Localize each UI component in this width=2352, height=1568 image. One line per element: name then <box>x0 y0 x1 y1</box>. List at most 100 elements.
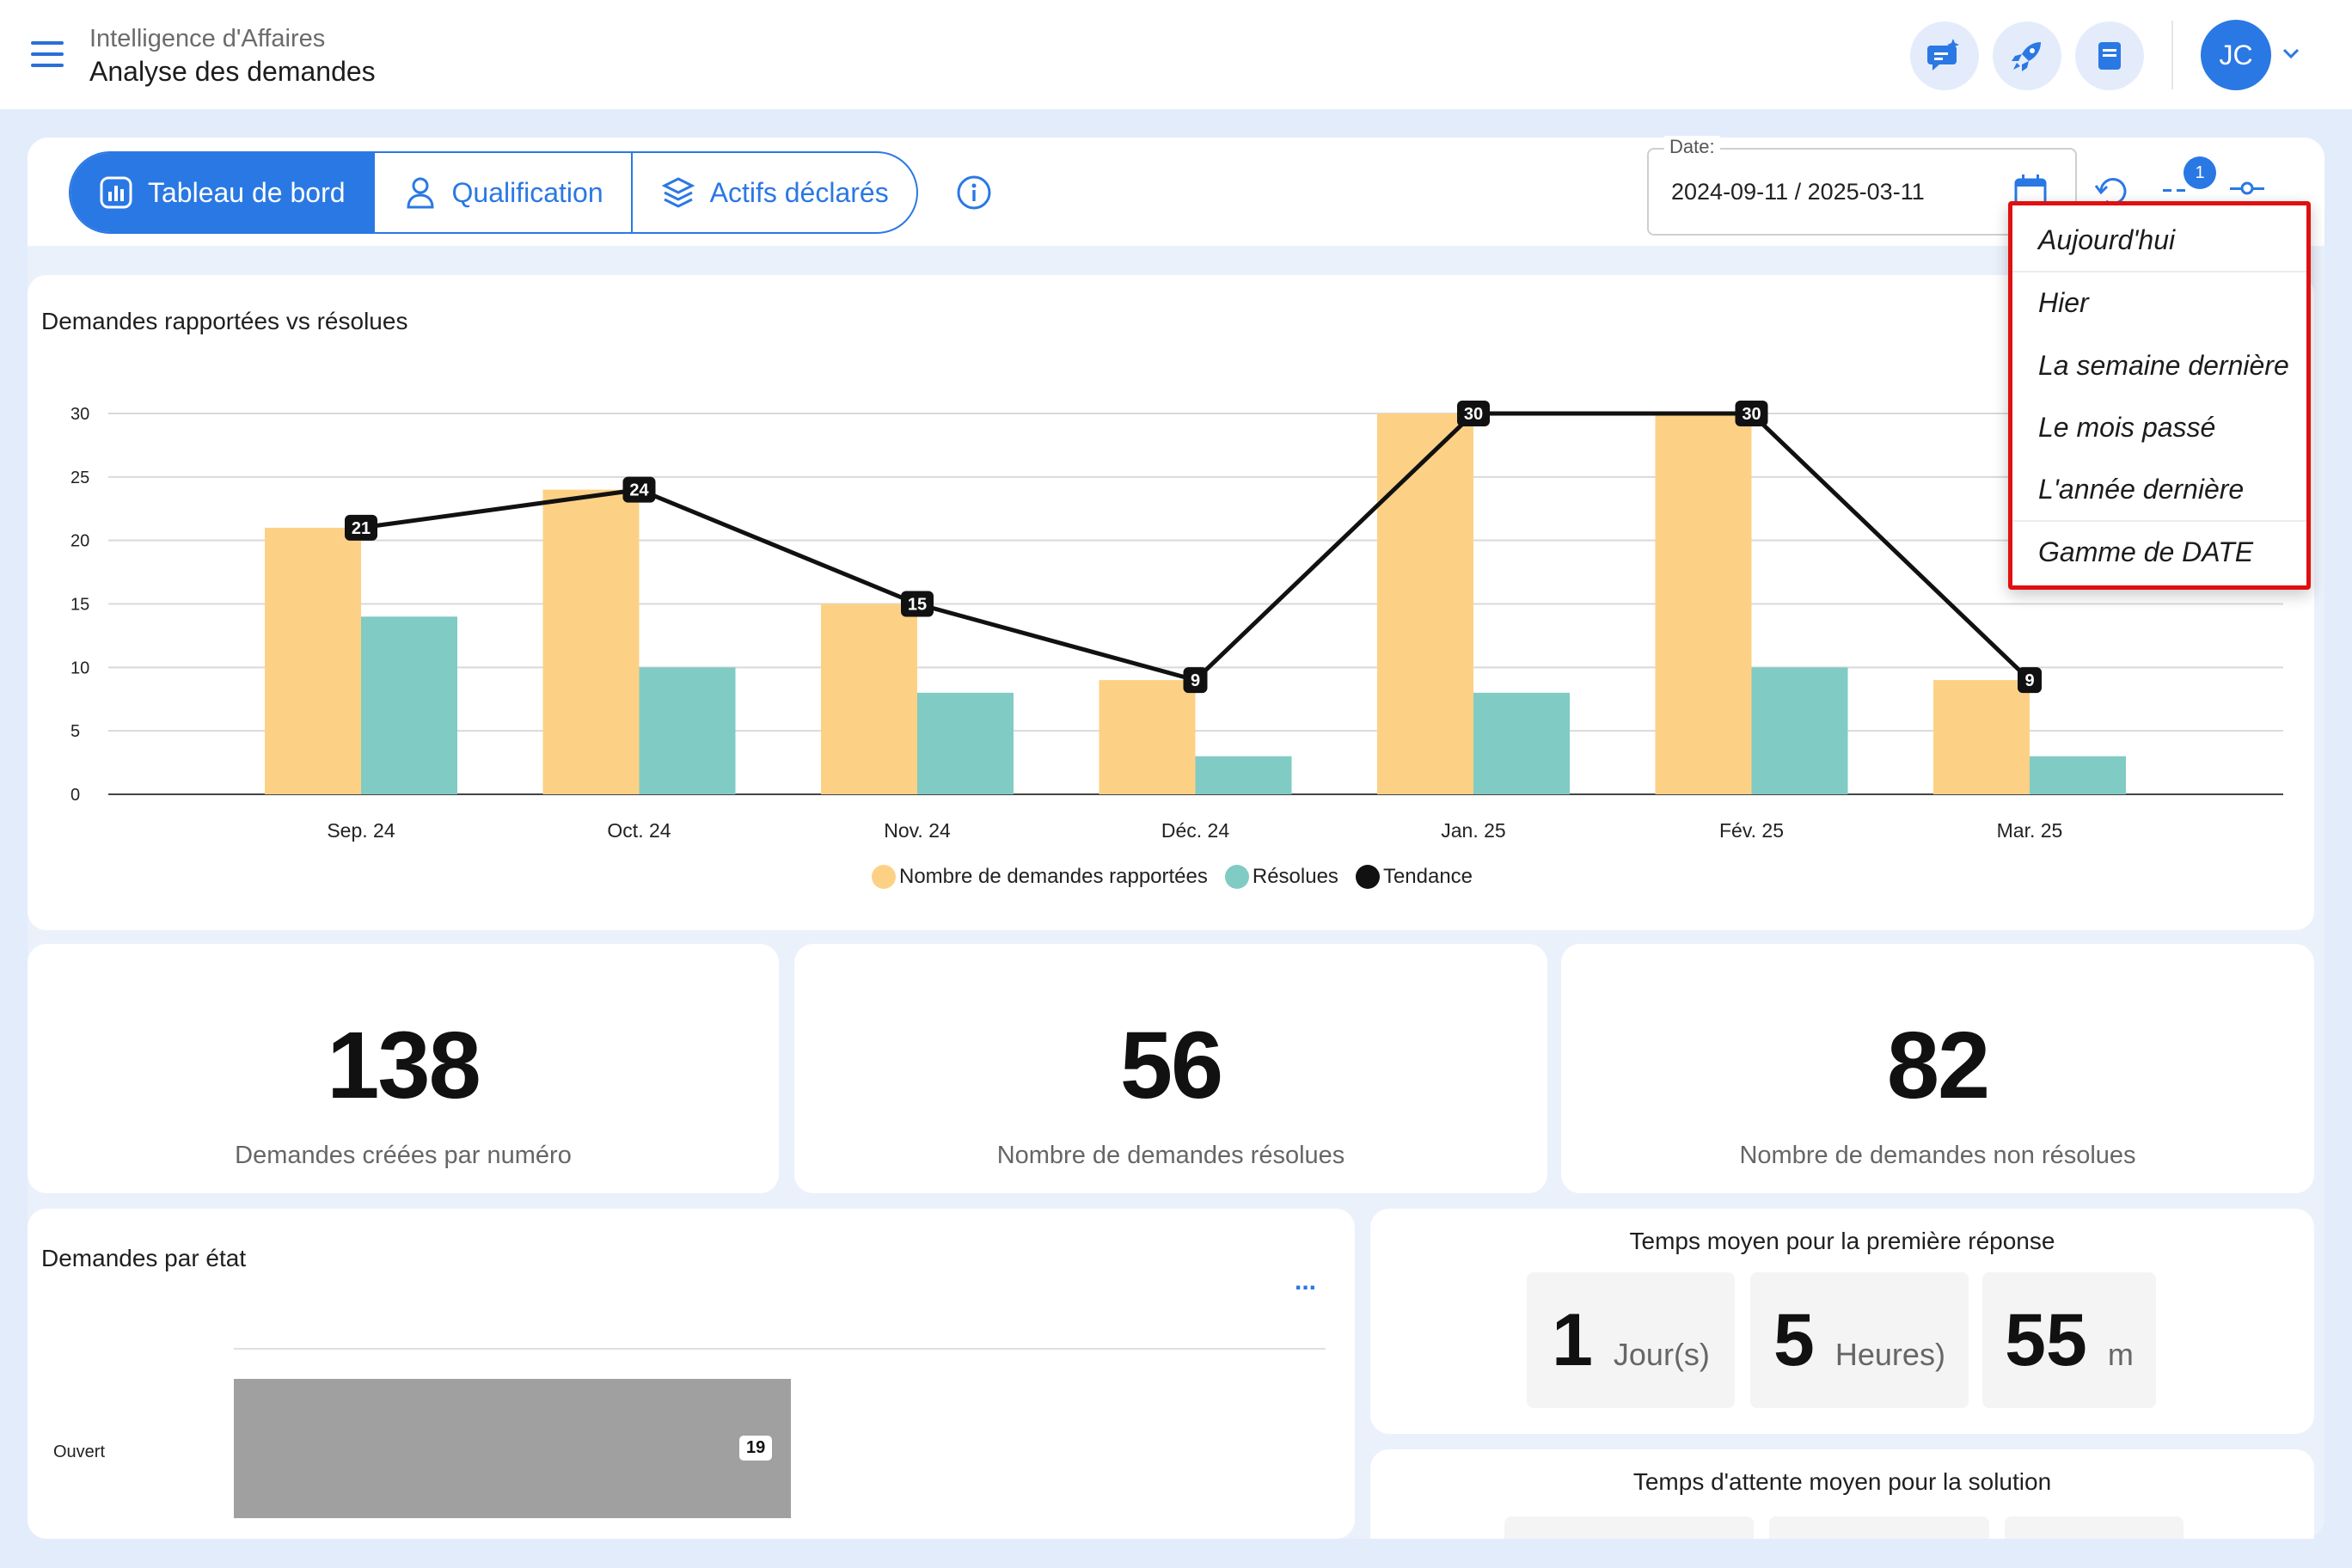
trend-data-label: 9 <box>2024 671 2034 690</box>
bar-reported <box>821 603 917 794</box>
kpi-value: 82 <box>1886 1013 1990 1118</box>
menu-item-last-week[interactable]: La semaine dernière <box>2038 350 2289 381</box>
tab-dashboard[interactable]: Tableau de bord <box>70 153 375 232</box>
y-tick-label: 15 <box>70 596 89 615</box>
trend-data-label: 9 <box>1191 671 1200 690</box>
avatar[interactable]: JC <box>2201 20 2271 90</box>
top-bar: Intelligence d'Affaires Analyse des dema… <box>0 0 2352 109</box>
date-range-field[interactable] <box>1647 148 2077 236</box>
app-subtitle: Intelligence d'Affaires <box>89 25 326 52</box>
hours-value: 5 <box>1773 1299 1815 1381</box>
menu-item-date-range[interactable]: Gamme de DATE <box>2038 536 2254 567</box>
trend-point <box>901 591 934 617</box>
menu-icon[interactable] <box>31 41 64 67</box>
reported-vs-resolved-card: Demandes rapportées vs résolues <box>28 275 2314 930</box>
legend-item-trend[interactable]: Tendance <box>1355 865 1473 889</box>
x-tick-label: Mar. 25 <box>1997 819 2063 842</box>
y-tick-label: 5 <box>70 722 80 741</box>
x-tick-label: Fév. 25 <box>1719 819 1784 842</box>
solution-wait-card: Temps d'attente moyen pour la solution <box>1370 1449 2314 1539</box>
x-tick-label: Nov. 24 <box>884 819 951 842</box>
days-value: 1 <box>1552 1299 1593 1381</box>
trend-data-label: 30 <box>1464 405 1483 424</box>
hours-unit: Heures) <box>1834 1337 1945 1372</box>
bar-reported <box>542 489 640 794</box>
reported-vs-resolved-chart: 0 5 10 15 20 25 30 Sep. 24 Oct. 24 Nov. 24 Déc. 24… <box>70 401 2283 842</box>
more-options-icon[interactable]: ... <box>1295 1267 1317 1295</box>
bar-resolved <box>917 692 1014 794</box>
slider-settings-icon[interactable] <box>2228 170 2268 205</box>
filter-count-badge: 1 <box>2184 156 2216 189</box>
kpi-label: Demandes créées par numéro <box>235 1142 572 1169</box>
legend-swatch-resolved <box>1224 865 1249 889</box>
kpi-value: 56 <box>1119 1013 1223 1118</box>
legend-item-reported[interactable]: Nombre de demandes rapportées <box>872 865 1208 889</box>
bar-resolved <box>1751 667 1848 794</box>
kpi-label: Nombre de demandes non résolues <box>1739 1142 2136 1169</box>
trend-point <box>2018 667 2042 694</box>
kpi-label: Nombre de demandes résolues <box>996 1142 1345 1169</box>
y-tick-label: 25 <box>70 469 89 487</box>
chat-sparkle-icon <box>1927 39 1959 70</box>
minutes-box: 55 m <box>1982 1272 2156 1408</box>
bar-reported <box>1099 680 1196 794</box>
bar-resolved <box>1195 756 1292 794</box>
info-icon[interactable] <box>956 175 992 211</box>
days-unit: Jour(s) <box>1613 1337 1710 1372</box>
kpi-card-unresolved: 82 Nombre de demandes non résolues <box>1561 944 2314 1193</box>
bar-resolved <box>1473 692 1570 794</box>
y-tick-label: 30 <box>70 405 89 424</box>
first-response-title: Temps moyen pour la première réponse <box>1629 1228 2055 1254</box>
y-tick-label: 10 <box>70 658 89 677</box>
x-tick-label: Déc. 24 <box>1161 819 1229 842</box>
date-preset-menu: Aujourd'hui Hier La semaine dernière Le … <box>2008 201 2311 590</box>
chevron-down-icon[interactable] <box>2282 46 2300 60</box>
solution-minutes-box <box>2005 1516 2184 1539</box>
filter-icon[interactable] <box>2161 170 2204 205</box>
kpi-card-resolved: 56 Nombre de demandes résolues <box>794 944 1547 1193</box>
solution-wait-title: Temps d'attente moyen pour la solution <box>1632 1468 2052 1495</box>
layers-icon <box>661 177 695 208</box>
kpi-value: 138 <box>327 1013 481 1118</box>
requests-by-state-card: Demandes par état ... Ouvert 19 <box>28 1209 1355 1539</box>
menu-item-today[interactable]: Aujourd'hui <box>2038 224 2176 255</box>
bar-resolved <box>639 667 736 794</box>
page-title: Analyse des demandes <box>89 56 376 87</box>
user-icon <box>407 177 434 209</box>
trend-data-label: 30 <box>1742 405 1761 424</box>
legend-item-resolved[interactable]: Résolues <box>1224 865 1338 889</box>
state-chart-title: Demandes par état <box>41 1245 247 1271</box>
rocket-button[interactable] <box>1993 21 2061 90</box>
chat-sparkle-button[interactable] <box>1910 21 1979 90</box>
state-bar-open[interactable] <box>234 1379 791 1518</box>
trend-point <box>345 514 377 541</box>
y-tick-label: 0 <box>70 786 80 805</box>
chart-legend: Nombre de demandes rapportées Résolues T… <box>872 865 1490 889</box>
minutes-unit: m <box>2107 1337 2134 1372</box>
chart-title: Demandes rapportées vs résolues <box>41 308 408 334</box>
x-tick-label: Jan. 25 <box>1441 819 1505 842</box>
rocket-icon <box>2012 42 2041 71</box>
legend-label-reported: Nombre de demandes rapportées <box>899 865 1208 888</box>
tab-declared-assets[interactable]: Actifs déclarés <box>633 153 916 232</box>
date-field-label: Date: <box>1664 136 1720 158</box>
tab-dashboard-label: Tableau de bord <box>148 176 346 208</box>
document-icon <box>2098 42 2121 70</box>
notes-button[interactable] <box>2075 21 2144 90</box>
x-tick-label: Sep. 24 <box>327 819 395 842</box>
date-range-value: 2024-09-11 / 2025-03-11 <box>1671 179 1925 205</box>
menu-divider <box>2012 271 2306 273</box>
state-chart-gridline <box>234 1348 1326 1350</box>
bar-resolved <box>361 616 457 794</box>
bar-reported <box>265 527 361 794</box>
menu-item-last-month[interactable]: Le mois passé <box>2038 412 2216 443</box>
y-tick-label: 20 <box>70 532 89 551</box>
tab-qualification[interactable]: Qualification <box>375 153 633 232</box>
menu-item-last-year[interactable]: L'année dernière <box>2038 474 2245 505</box>
trend-data-label: 15 <box>908 596 927 615</box>
trend-point <box>1457 401 1490 426</box>
legend-swatch-trend <box>1355 865 1380 889</box>
menu-item-yesterday[interactable]: Hier <box>2038 287 2089 318</box>
menu-divider <box>2012 520 2306 522</box>
x-tick-label: Oct. 24 <box>607 819 671 842</box>
